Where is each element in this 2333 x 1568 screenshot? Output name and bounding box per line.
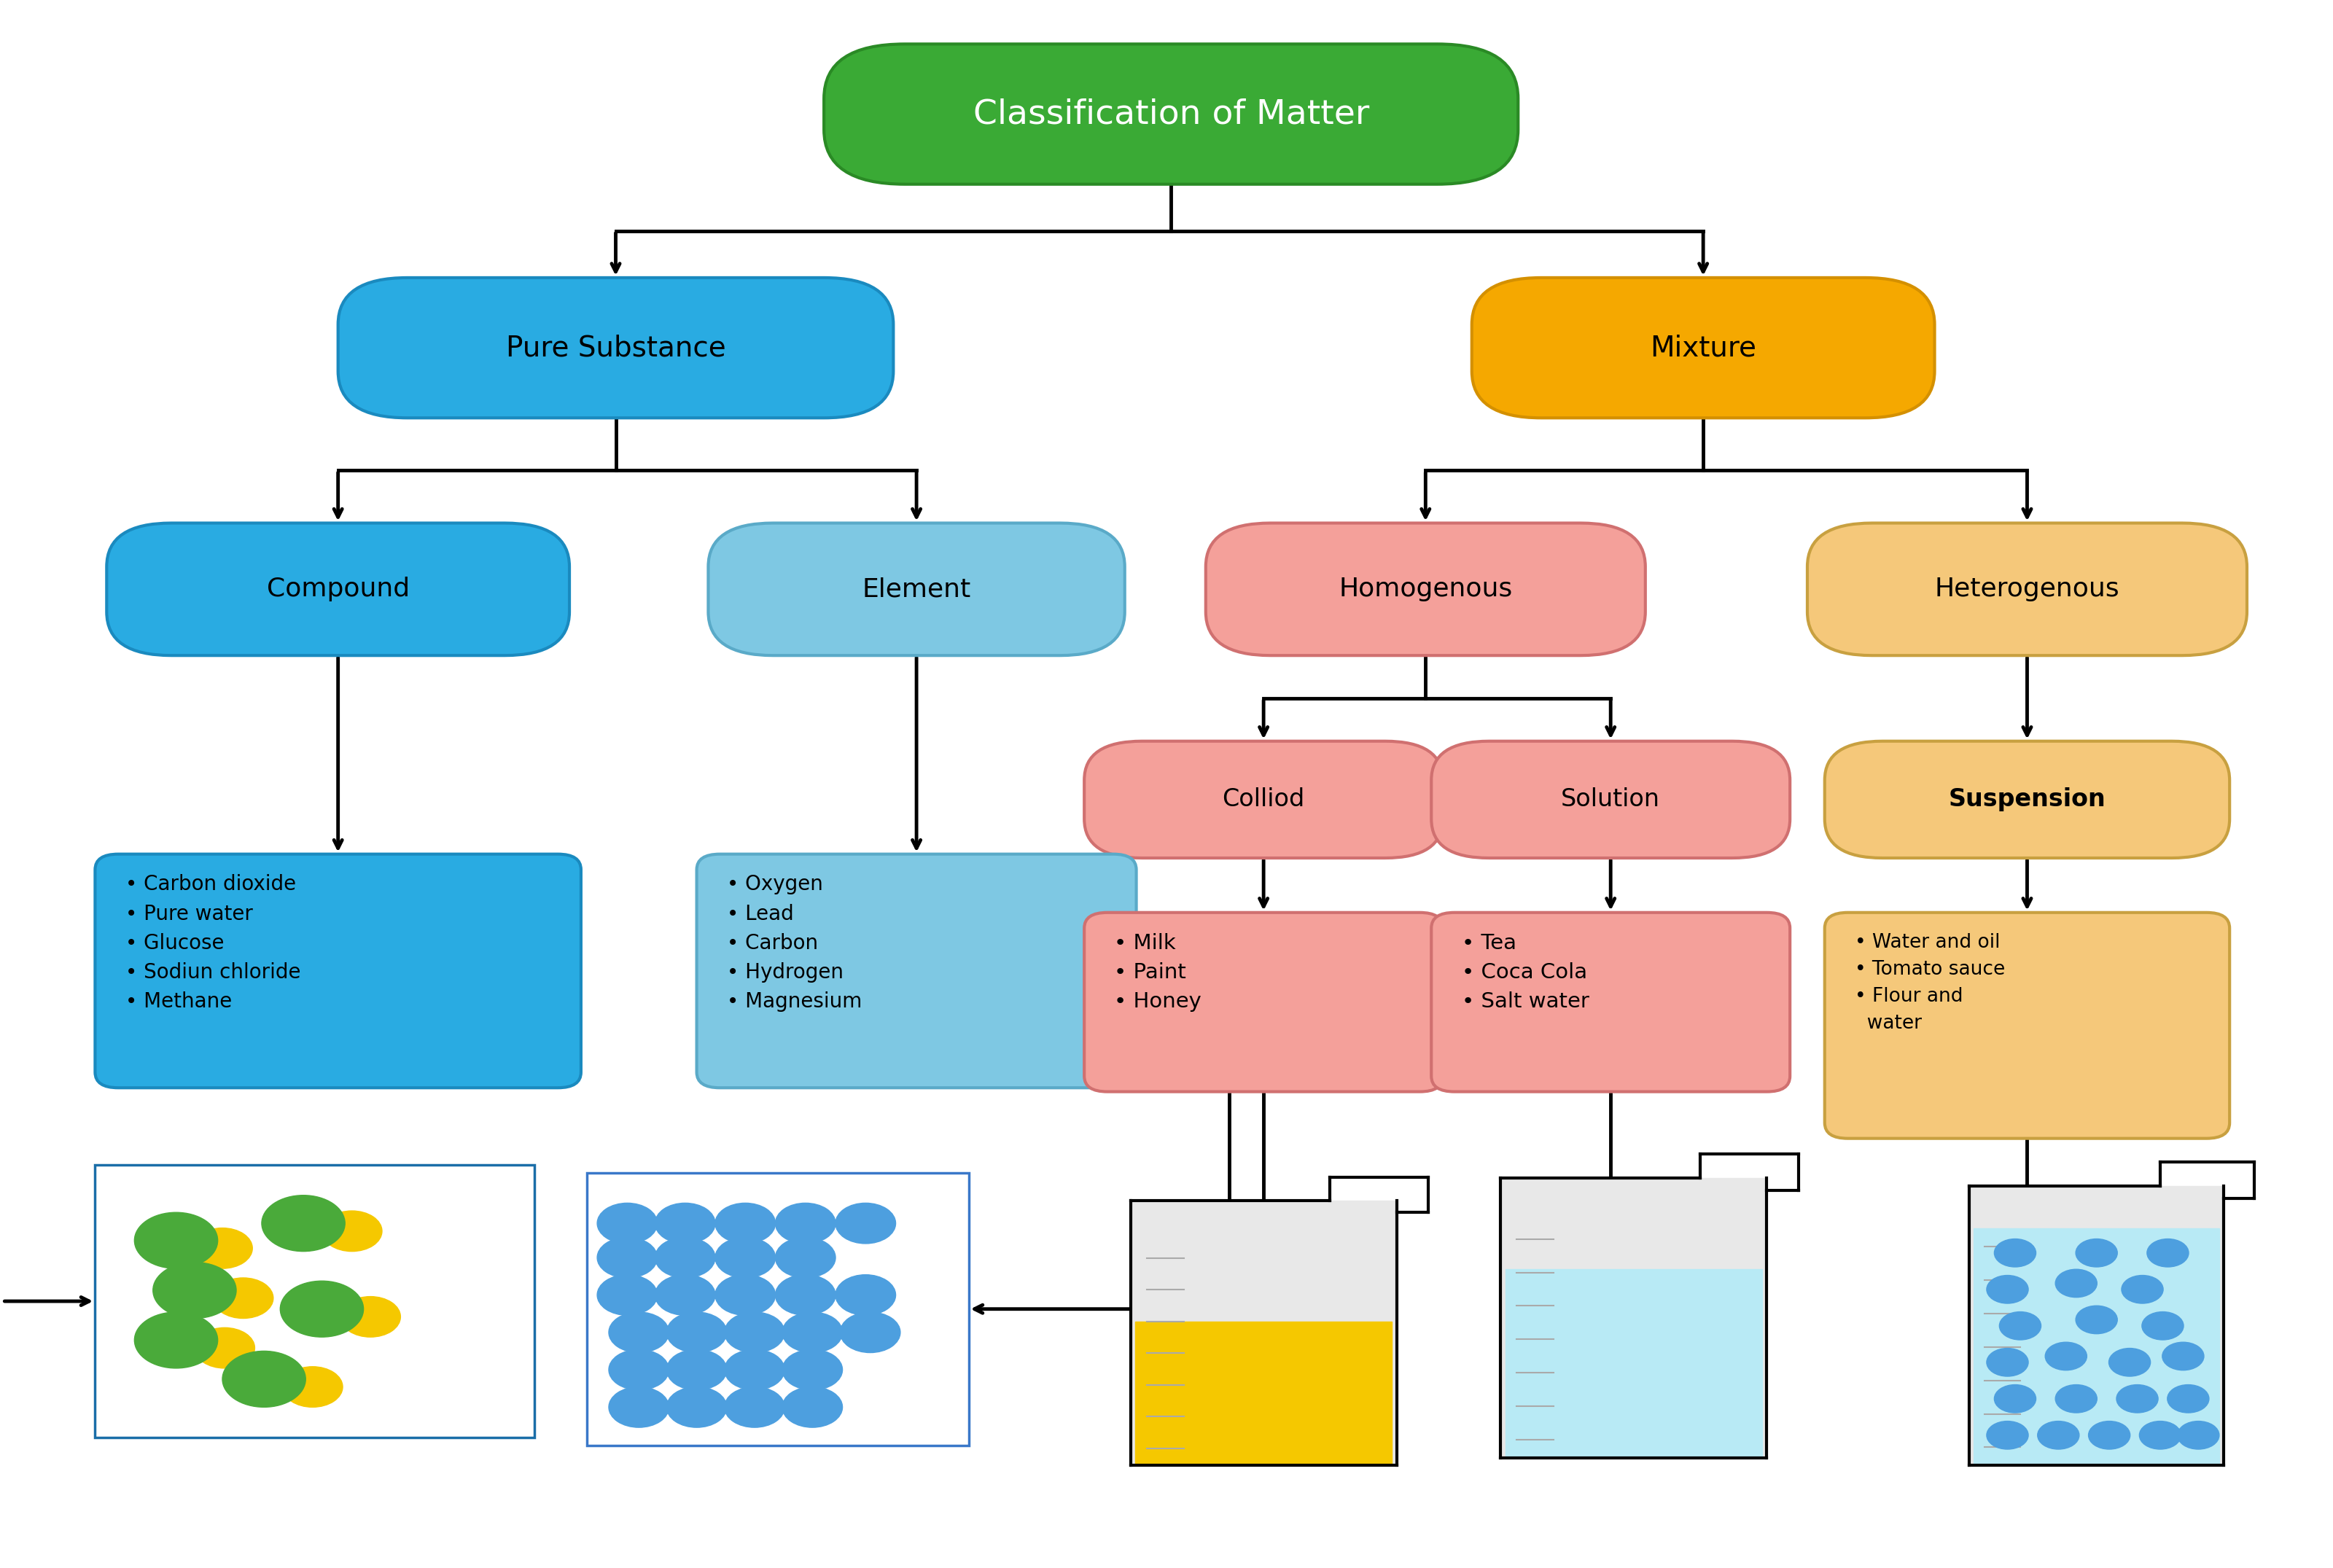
Circle shape: [716, 1237, 775, 1278]
FancyBboxPatch shape: [1432, 913, 1789, 1091]
Text: Heterogenous: Heterogenous: [1934, 577, 2121, 602]
Circle shape: [609, 1312, 670, 1353]
Circle shape: [597, 1237, 658, 1278]
Circle shape: [726, 1350, 784, 1389]
Text: Element: Element: [863, 577, 971, 602]
Circle shape: [1988, 1348, 2027, 1377]
Circle shape: [2142, 1312, 2184, 1339]
Circle shape: [2109, 1348, 2151, 1377]
Circle shape: [726, 1312, 784, 1353]
Circle shape: [280, 1281, 364, 1338]
Text: Mixture: Mixture: [1649, 334, 1757, 362]
Circle shape: [222, 1352, 306, 1406]
Circle shape: [667, 1350, 728, 1389]
Polygon shape: [1974, 1229, 2219, 1466]
Circle shape: [2163, 1342, 2205, 1370]
Polygon shape: [1132, 1201, 1397, 1466]
Text: Suspension: Suspension: [1948, 787, 2107, 812]
Circle shape: [667, 1388, 728, 1427]
Circle shape: [2139, 1421, 2181, 1449]
Circle shape: [782, 1350, 842, 1389]
FancyBboxPatch shape: [698, 855, 1136, 1088]
FancyBboxPatch shape: [824, 44, 1519, 183]
Circle shape: [2055, 1269, 2097, 1297]
Polygon shape: [1969, 1185, 2223, 1466]
Text: Solution: Solution: [1561, 787, 1661, 812]
FancyBboxPatch shape: [1808, 524, 2247, 655]
Circle shape: [2116, 1385, 2158, 1413]
Polygon shape: [1505, 1270, 1761, 1458]
Text: Compound: Compound: [266, 577, 411, 602]
Circle shape: [656, 1275, 716, 1316]
Circle shape: [212, 1278, 273, 1319]
FancyBboxPatch shape: [1432, 742, 1789, 858]
Circle shape: [2037, 1421, 2079, 1449]
Circle shape: [2088, 1421, 2130, 1449]
Circle shape: [154, 1262, 236, 1319]
Circle shape: [2076, 1239, 2118, 1267]
Circle shape: [835, 1203, 896, 1243]
Circle shape: [656, 1203, 716, 1243]
Circle shape: [716, 1203, 775, 1243]
Circle shape: [282, 1367, 343, 1406]
Circle shape: [2177, 1421, 2219, 1449]
Bar: [96, 1165, 534, 1438]
Circle shape: [1995, 1239, 2037, 1267]
Circle shape: [782, 1312, 842, 1353]
Circle shape: [775, 1275, 835, 1316]
Text: Pure Substance: Pure Substance: [506, 334, 726, 362]
FancyBboxPatch shape: [1085, 742, 1442, 858]
Text: Colliod: Colliod: [1222, 787, 1304, 812]
Text: • Milk
• Paint
• Honey: • Milk • Paint • Honey: [1115, 933, 1201, 1011]
Circle shape: [322, 1210, 383, 1251]
Circle shape: [2046, 1342, 2086, 1370]
Circle shape: [840, 1312, 901, 1353]
Text: • Tea
• Coca Cola
• Salt water: • Tea • Coca Cola • Salt water: [1460, 933, 1589, 1011]
Circle shape: [194, 1328, 254, 1369]
Polygon shape: [1500, 1178, 1766, 1458]
Circle shape: [597, 1203, 658, 1243]
Circle shape: [656, 1237, 716, 1278]
Circle shape: [2121, 1275, 2163, 1303]
Circle shape: [1999, 1312, 2041, 1339]
Circle shape: [2076, 1306, 2118, 1334]
Circle shape: [609, 1388, 670, 1427]
Circle shape: [341, 1297, 401, 1338]
Text: Homogenous: Homogenous: [1339, 577, 1512, 602]
Circle shape: [261, 1195, 345, 1251]
Circle shape: [597, 1275, 658, 1316]
FancyBboxPatch shape: [1472, 278, 1934, 419]
FancyBboxPatch shape: [96, 855, 581, 1088]
Circle shape: [1995, 1385, 2037, 1413]
Circle shape: [835, 1275, 896, 1316]
Circle shape: [2146, 1239, 2188, 1267]
Circle shape: [726, 1388, 784, 1427]
Circle shape: [1988, 1421, 2027, 1449]
FancyBboxPatch shape: [1206, 524, 1645, 655]
Circle shape: [1988, 1275, 2027, 1303]
Circle shape: [782, 1388, 842, 1427]
Text: • Oxygen
• Lead
• Carbon
• Hydrogen
• Magnesium: • Oxygen • Lead • Carbon • Hydrogen • Ma…: [728, 875, 861, 1011]
FancyBboxPatch shape: [338, 278, 894, 419]
Circle shape: [2055, 1385, 2097, 1413]
Circle shape: [135, 1212, 217, 1269]
FancyBboxPatch shape: [1824, 742, 2230, 858]
Polygon shape: [1136, 1322, 1393, 1466]
FancyBboxPatch shape: [709, 524, 1125, 655]
Bar: [588, 1173, 968, 1446]
FancyBboxPatch shape: [107, 524, 569, 655]
FancyBboxPatch shape: [1085, 913, 1442, 1091]
Circle shape: [2167, 1385, 2209, 1413]
Text: Classification of Matter: Classification of Matter: [973, 97, 1369, 130]
Circle shape: [775, 1237, 835, 1278]
Circle shape: [775, 1203, 835, 1243]
Circle shape: [716, 1275, 775, 1316]
Circle shape: [191, 1228, 252, 1269]
Circle shape: [135, 1312, 217, 1369]
Text: • Carbon dioxide
• Pure water
• Glucose
• Sodiun chloride
• Methane: • Carbon dioxide • Pure water • Glucose …: [126, 875, 301, 1011]
Text: • Water and oil
• Tomato sauce
• Flour and
  water: • Water and oil • Tomato sauce • Flour a…: [1855, 933, 2004, 1033]
Circle shape: [667, 1312, 728, 1353]
FancyBboxPatch shape: [1824, 913, 2230, 1138]
Circle shape: [609, 1350, 670, 1389]
